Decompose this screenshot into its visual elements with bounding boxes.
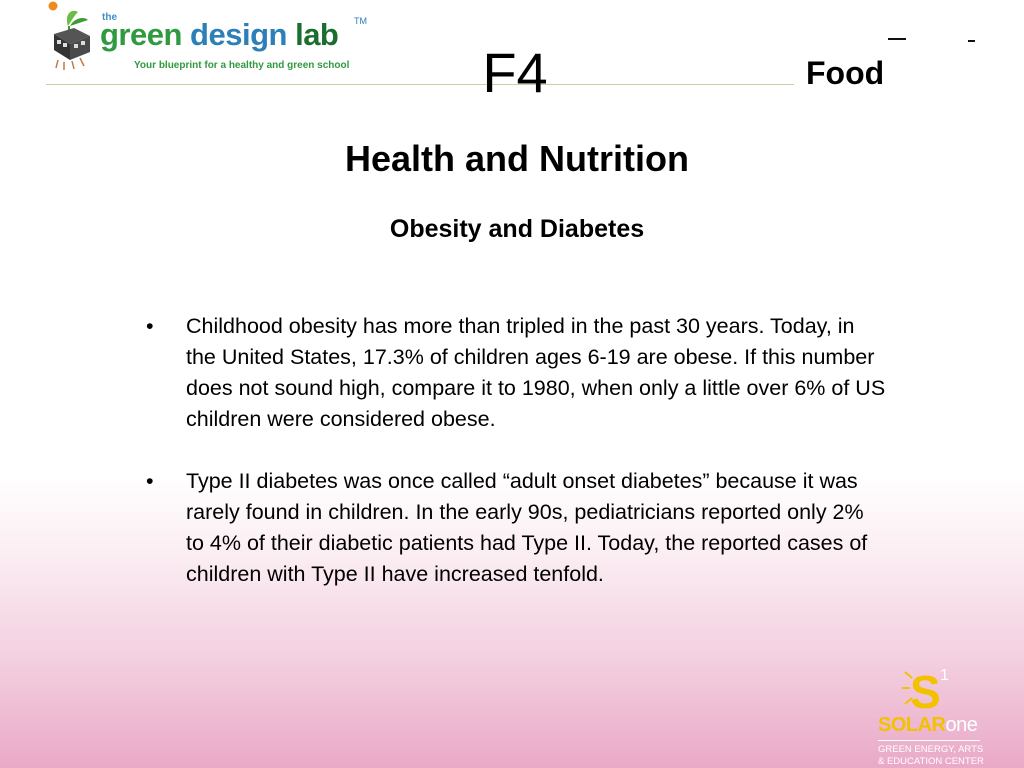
section-label: Food: [806, 55, 885, 91]
solar-one-s-mark: S: [910, 666, 941, 714]
solar-one-one: one: [945, 714, 978, 736]
solar-one-s-icon: S 1: [902, 666, 949, 714]
logo-trademark: TM: [354, 16, 367, 26]
page-title: Health and Nutrition: [345, 138, 689, 179]
bullet-marker: •: [146, 469, 154, 493]
logo-tagline: Your blueprint for a healthy and green s…: [134, 60, 350, 71]
decorative-dash: [968, 40, 975, 42]
logo-word-design: design: [190, 17, 287, 52]
solar-one-solar: SOLAR: [878, 714, 946, 736]
solar-one-sub-line1: GREEN ENERGY, ARTS: [878, 744, 984, 755]
bullet-list: • Childhood obesity has more than triple…: [146, 311, 886, 621]
bullet-marker: •: [146, 314, 154, 338]
list-item: • Type II diabetes was once called “adul…: [146, 466, 886, 590]
solar-one-sub-line2: & EDUCATION CENTER: [878, 756, 984, 767]
solar-one-logo: S 1 SOLARone GREEN ENERGY, ARTS & EDUCAT…: [872, 664, 992, 768]
bullet-text: Type II diabetes was once called “adult …: [186, 469, 868, 586]
logo-word-lab: lab: [295, 17, 339, 52]
solar-one-divider: [878, 740, 980, 741]
logo-wordmark: green design lab: [100, 17, 339, 52]
decorative-dash: [888, 38, 906, 40]
header-divider: [46, 84, 794, 85]
bullet-text: Childhood obesity has more than tripled …: [186, 314, 886, 431]
green-design-lab-logo: the green design lab TM Your blueprint f…: [42, 0, 367, 76]
logo-building-icon: [48, 1, 90, 70]
page-subtitle: Obesity and Diabetes: [389, 215, 645, 243]
list-item: • Childhood obesity has more than triple…: [146, 311, 886, 435]
slide-code: F4: [482, 41, 548, 104]
logo-the-text: the: [102, 12, 117, 23]
logo-word-green: green: [100, 17, 182, 52]
solar-one-subtitle: GREEN ENERGY, ARTS & EDUCATION CENTER: [878, 744, 990, 768]
solar-one-wordmark: SOLARone: [878, 714, 978, 737]
solar-one-superscript: 1: [940, 667, 949, 684]
